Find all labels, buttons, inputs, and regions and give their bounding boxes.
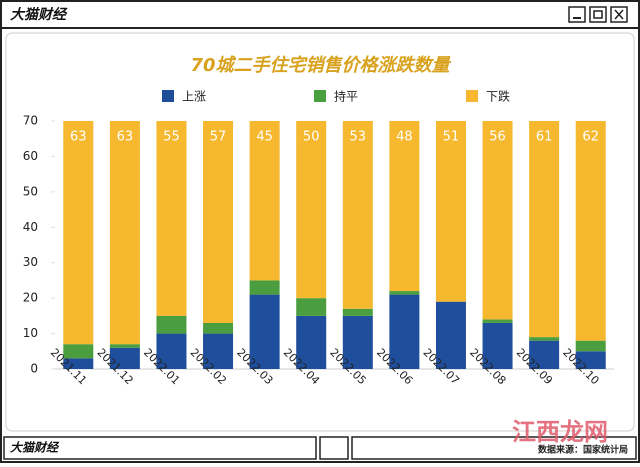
data-label: 48 [396,130,413,145]
data-label: 63 [117,130,134,145]
maximize-icon [593,10,603,19]
bar-segment [109,347,140,369]
bar-segment [575,340,606,352]
bar-segment [156,121,187,316]
footer-cell [351,436,637,460]
bar-segment [63,358,94,369]
bar-segment [435,301,466,369]
footer-cell [319,436,349,460]
bar-segment [342,315,373,369]
legend-label: 下跌 [486,89,510,104]
bar-segment [529,340,560,369]
bar-segment [482,322,513,369]
data-label: 63 [70,130,87,145]
data-label: 61 [536,130,553,145]
window-title: 大猫财经 [10,6,68,23]
bar-segment [529,337,560,341]
legend-swatch [466,90,478,102]
bar-segment [63,121,94,345]
bar-segment [249,294,280,369]
bar-segment [296,298,327,316]
bar-segment [203,333,234,369]
bar-segment [249,121,280,281]
bar-segment [156,315,187,334]
bar-segment [389,291,420,295]
bar-segment [296,121,327,299]
source-note: 数据来源：国家统计局 [538,444,628,456]
watermark: 江西龙网 [512,418,608,446]
minimize-button[interactable] [568,6,586,23]
bar-segment [529,121,560,338]
y-tick-label: 20 [23,291,38,305]
y-tick-label: 50 [23,184,38,198]
bar-segment [156,333,187,369]
maximize-button[interactable] [589,6,607,23]
close-icon [614,9,624,20]
data-label: 57 [210,130,227,145]
y-tick-label: 70 [23,114,38,128]
data-label: 62 [582,130,599,145]
y-tick-label: 0 [30,362,38,376]
data-label: 45 [256,130,273,145]
data-label: 56 [489,130,506,145]
legend-swatch [314,90,326,102]
y-tick-label: 40 [23,220,38,234]
y-tick-label: 10 [23,326,38,340]
bar-segment [389,294,420,369]
data-label: 50 [303,130,320,145]
bar-segment [435,121,466,302]
bar-segment [342,308,373,316]
y-tick-label: 30 [23,255,38,269]
bar-segment [203,121,234,323]
chart-title: 70城二手住宅销售价格涨跌数量 [190,55,451,76]
bar-segment [249,280,280,295]
bar-segment [575,121,606,341]
bar-segment [109,344,140,348]
data-label: 55 [163,130,180,145]
data-label: 53 [350,130,367,145]
bar-segment [575,351,606,369]
footer-cell [3,436,317,460]
bar-segment [63,344,94,359]
legend-label: 持平 [334,89,358,104]
bar-segment [342,121,373,309]
data-label: 51 [443,130,460,145]
bar-segment [109,121,140,345]
bar-segment [482,121,513,320]
footer-title: 大猫财经 [10,441,60,455]
window-buttons [568,6,628,23]
legend-label: 上涨 [182,89,206,104]
bar-segment [203,322,234,334]
bar-segment [482,319,513,323]
legend-swatch [162,90,174,102]
bar-segment [296,315,327,369]
y-tick-label: 60 [23,149,38,163]
footer-bar: 大猫财经 数据来源：国家统计局 [3,436,637,460]
bar-segment [389,121,420,292]
